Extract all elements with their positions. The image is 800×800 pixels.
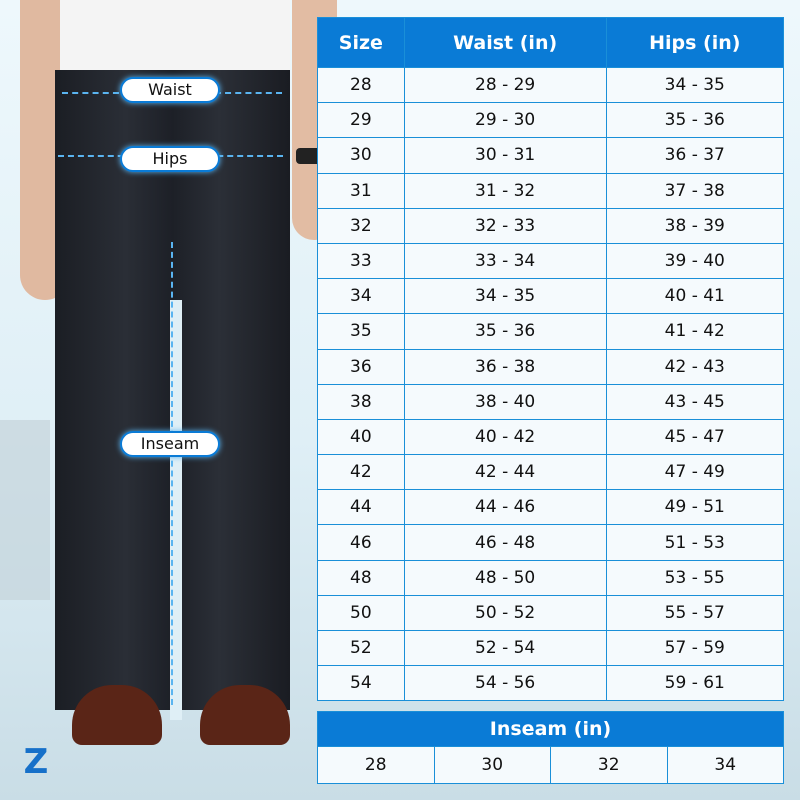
product-photo: Waist Hips Inseam Z bbox=[0, 0, 337, 800]
cell-waist: 32 - 33 bbox=[403, 207, 607, 244]
cell-waist: 44 - 46 bbox=[403, 489, 607, 526]
cell-hips: 34 - 35 bbox=[605, 66, 785, 104]
table-row: 35 35 - 36 41 - 42 bbox=[317, 313, 785, 350]
cell-hips: 40 - 41 bbox=[605, 278, 785, 315]
cell-size: 38 bbox=[317, 383, 405, 420]
right-shoe bbox=[200, 685, 290, 745]
cell-waist: 35 - 36 bbox=[403, 313, 607, 350]
cell-waist: 42 - 44 bbox=[403, 454, 607, 491]
cell-size: 35 bbox=[317, 313, 405, 350]
cell-size: 33 bbox=[317, 242, 405, 280]
size-table-header: Size Waist (in) Hips (in) bbox=[317, 17, 785, 68]
cell-waist: 54 - 56 bbox=[403, 665, 607, 702]
cell-waist: 33 - 34 bbox=[403, 242, 607, 280]
cell-hips: 51 - 53 bbox=[605, 524, 785, 561]
cell-hips: 38 - 39 bbox=[605, 207, 785, 244]
cell-hips: 41 - 42 bbox=[605, 313, 785, 350]
leg-gap bbox=[170, 300, 182, 720]
brand-logo: Z bbox=[23, 742, 49, 782]
cell-waist: 31 - 32 bbox=[403, 172, 607, 209]
table-row: 28 28 - 29 34 - 35 bbox=[317, 66, 785, 104]
table-row: 46 46 - 48 51 - 53 bbox=[317, 524, 785, 561]
cell-waist: 34 - 35 bbox=[403, 278, 607, 315]
waist-label: Waist bbox=[120, 77, 220, 103]
table-row: 30 30 - 31 36 - 37 bbox=[317, 137, 785, 174]
inseam-header: Inseam (in) bbox=[317, 711, 784, 747]
cell-size: 28 bbox=[317, 66, 405, 104]
table-row: 40 40 - 42 45 - 47 bbox=[317, 418, 785, 456]
cell-size: 30 bbox=[317, 137, 405, 174]
cell-size: 54 bbox=[317, 665, 405, 702]
cell-hips: 45 - 47 bbox=[605, 418, 785, 456]
cell-waist: 48 - 50 bbox=[403, 559, 607, 596]
cell-waist: 38 - 40 bbox=[403, 383, 607, 420]
inseam-value: 28 bbox=[317, 746, 435, 784]
cell-hips: 55 - 57 bbox=[605, 594, 785, 632]
table-row: 54 54 - 56 59 - 61 bbox=[317, 665, 785, 702]
cell-waist: 40 - 42 bbox=[403, 418, 607, 456]
table-row: 34 34 - 35 40 - 41 bbox=[317, 278, 785, 315]
cell-size: 48 bbox=[317, 559, 405, 596]
cell-size: 44 bbox=[317, 489, 405, 526]
cell-waist: 28 - 29 bbox=[403, 66, 607, 104]
cell-hips: 59 - 61 bbox=[605, 665, 785, 702]
cell-hips: 42 - 43 bbox=[605, 348, 785, 385]
cell-size: 40 bbox=[317, 418, 405, 456]
cell-waist: 29 - 30 bbox=[403, 102, 607, 139]
cell-hips: 35 - 36 bbox=[605, 102, 785, 139]
table-row: 31 31 - 32 37 - 38 bbox=[317, 172, 785, 209]
cell-waist: 30 - 31 bbox=[403, 137, 607, 174]
cell-hips: 53 - 55 bbox=[605, 559, 785, 596]
header-size: Size bbox=[317, 17, 405, 68]
cell-size: 46 bbox=[317, 524, 405, 561]
cell-size: 52 bbox=[317, 629, 405, 667]
cell-size: 34 bbox=[317, 278, 405, 315]
table-row: 44 44 - 46 49 - 51 bbox=[317, 489, 785, 526]
table-row: 36 36 - 38 42 - 43 bbox=[317, 348, 785, 385]
table-row: 42 42 - 44 47 - 49 bbox=[317, 454, 785, 491]
inseam-value: 32 bbox=[550, 746, 668, 784]
table-row: 33 33 - 34 39 - 40 bbox=[317, 242, 785, 280]
cell-size: 50 bbox=[317, 594, 405, 632]
cell-hips: 49 - 51 bbox=[605, 489, 785, 526]
cell-hips: 57 - 59 bbox=[605, 629, 785, 667]
inseam-label: Inseam bbox=[120, 431, 220, 457]
cell-hips: 47 - 49 bbox=[605, 454, 785, 491]
header-waist: Waist (in) bbox=[403, 17, 607, 68]
cell-waist: 50 - 52 bbox=[403, 594, 607, 632]
cell-size: 36 bbox=[317, 348, 405, 385]
cell-waist: 36 - 38 bbox=[403, 348, 607, 385]
cell-hips: 39 - 40 bbox=[605, 242, 785, 280]
inseam-value: 34 bbox=[666, 746, 784, 784]
table-row: 32 32 - 33 38 - 39 bbox=[317, 207, 785, 244]
table-row: 38 38 - 40 43 - 45 bbox=[317, 383, 785, 420]
cell-hips: 43 - 45 bbox=[605, 383, 785, 420]
cell-size: 42 bbox=[317, 454, 405, 491]
header-hips: Hips (in) bbox=[605, 17, 785, 68]
cell-size: 29 bbox=[317, 102, 405, 139]
inseam-line bbox=[171, 242, 173, 705]
cell-hips: 37 - 38 bbox=[605, 172, 785, 209]
cell-hips: 36 - 37 bbox=[605, 137, 785, 174]
table-row: 48 48 - 50 53 - 55 bbox=[317, 559, 785, 596]
hips-label: Hips bbox=[120, 146, 220, 172]
shirt bbox=[60, 0, 290, 80]
inseam-row: 28 30 32 34 bbox=[317, 746, 784, 784]
city-background bbox=[0, 420, 50, 600]
cell-size: 32 bbox=[317, 207, 405, 244]
cell-waist: 46 - 48 bbox=[403, 524, 607, 561]
table-row: 52 52 - 54 57 - 59 bbox=[317, 629, 785, 667]
table-row: 50 50 - 52 55 - 57 bbox=[317, 594, 785, 632]
inseam-table: Inseam (in) 28 30 32 34 bbox=[317, 711, 784, 784]
left-shoe bbox=[72, 685, 162, 745]
cell-waist: 52 - 54 bbox=[403, 629, 607, 667]
inseam-value: 30 bbox=[433, 746, 551, 784]
size-table: Size Waist (in) Hips (in) 28 28 - 29 34 - … bbox=[317, 17, 785, 702]
table-row: 29 29 - 30 35 - 36 bbox=[317, 102, 785, 139]
cell-size: 31 bbox=[317, 172, 405, 209]
